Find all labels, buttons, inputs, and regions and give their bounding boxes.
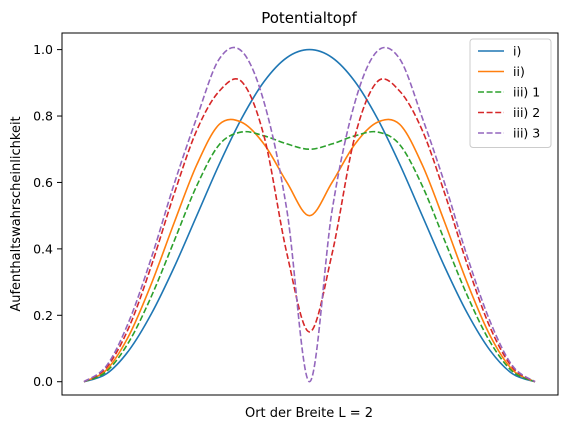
legend-label: i) [513,44,521,59]
legend: i) ii) iii) 1 iii) 2 iii) 3 [470,39,551,148]
y-tick-label: 0.4 [33,241,53,256]
y-tick-label: 0.8 [33,109,53,124]
chart-title: Potentialtopf [261,9,357,27]
y-tick-label: 1.0 [33,42,53,57]
legend-label: iii) 1 [513,85,540,100]
y-tick-label: 0.2 [33,308,53,323]
y-axis-label: Aufenthaltswahrscheinlichkeit [9,116,24,311]
x-axis-label: Ort der Breite L = 2 [245,406,373,421]
y-tick-label: 0.0 [33,374,53,389]
y-axis: 0.0 0.2 0.4 0.6 0.8 1.0 [33,42,62,389]
legend-label: iii) 3 [513,126,540,141]
y-tick-label: 0.6 [33,175,53,190]
series-line-2 [84,119,535,381]
series-line-4 [84,79,535,382]
legend-label: ii) [513,64,525,79]
plot-area [84,47,535,381]
legend-label: iii) 2 [513,105,540,120]
